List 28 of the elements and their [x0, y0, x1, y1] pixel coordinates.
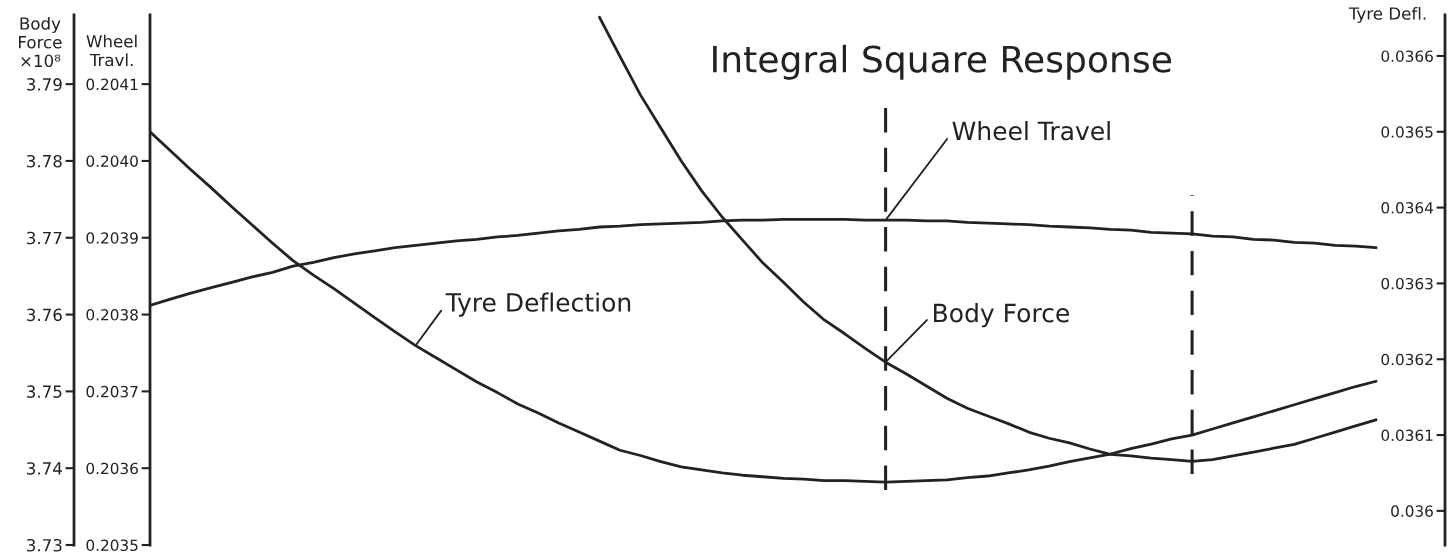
y3-tick-label: 0.2041: [86, 78, 138, 91]
y-tick-label: 3.75: [27, 385, 62, 398]
y3-axis-title: Wheel Travl.: [86, 34, 137, 67]
y2-tick-label: 0.0366: [1381, 50, 1433, 62]
text: Wheel Travel: [952, 120, 1110, 141]
y2-tick-label: 0.0364: [1381, 202, 1434, 214]
y-tick-label: 3.79: [27, 78, 62, 91]
text: Integral Square Response: [713, 44, 1171, 80]
series-label: Tyre Deflection: [445, 292, 631, 317]
y2-tick-label: 0.0361: [1381, 429, 1433, 442]
y-tick-label: 3.73: [27, 538, 62, 552]
y2-tick-label: 0.0362: [1381, 353, 1433, 366]
y-tick-label: 3.74: [27, 462, 62, 475]
text: Body Force: [934, 303, 1069, 328]
y-tick-label: 3.78: [27, 154, 62, 168]
y2-tick-label: 0.036: [1391, 505, 1433, 517]
y3-tick-label: 0.2039: [86, 232, 138, 244]
y3-tick-label: 0.2037: [86, 385, 138, 398]
y3-tick-label: 0.2038: [86, 309, 138, 321]
y2-axis-title: Tyre Defl.: [1348, 6, 1426, 24]
y-axis-title: Body Force ×10⁸: [19, 16, 62, 68]
y2-tick-label: 0.0363: [1381, 277, 1433, 290]
y-tick-label: 3.76: [27, 308, 62, 322]
y2-tick-label: 0.0365: [1381, 126, 1433, 138]
y3-tick-label: 0.2035: [86, 539, 138, 552]
y3-tick-label: 0.2036: [86, 462, 138, 475]
y3-tick-label: 0.2040: [86, 155, 138, 167]
y-tick-label: 3.77: [27, 231, 62, 245]
